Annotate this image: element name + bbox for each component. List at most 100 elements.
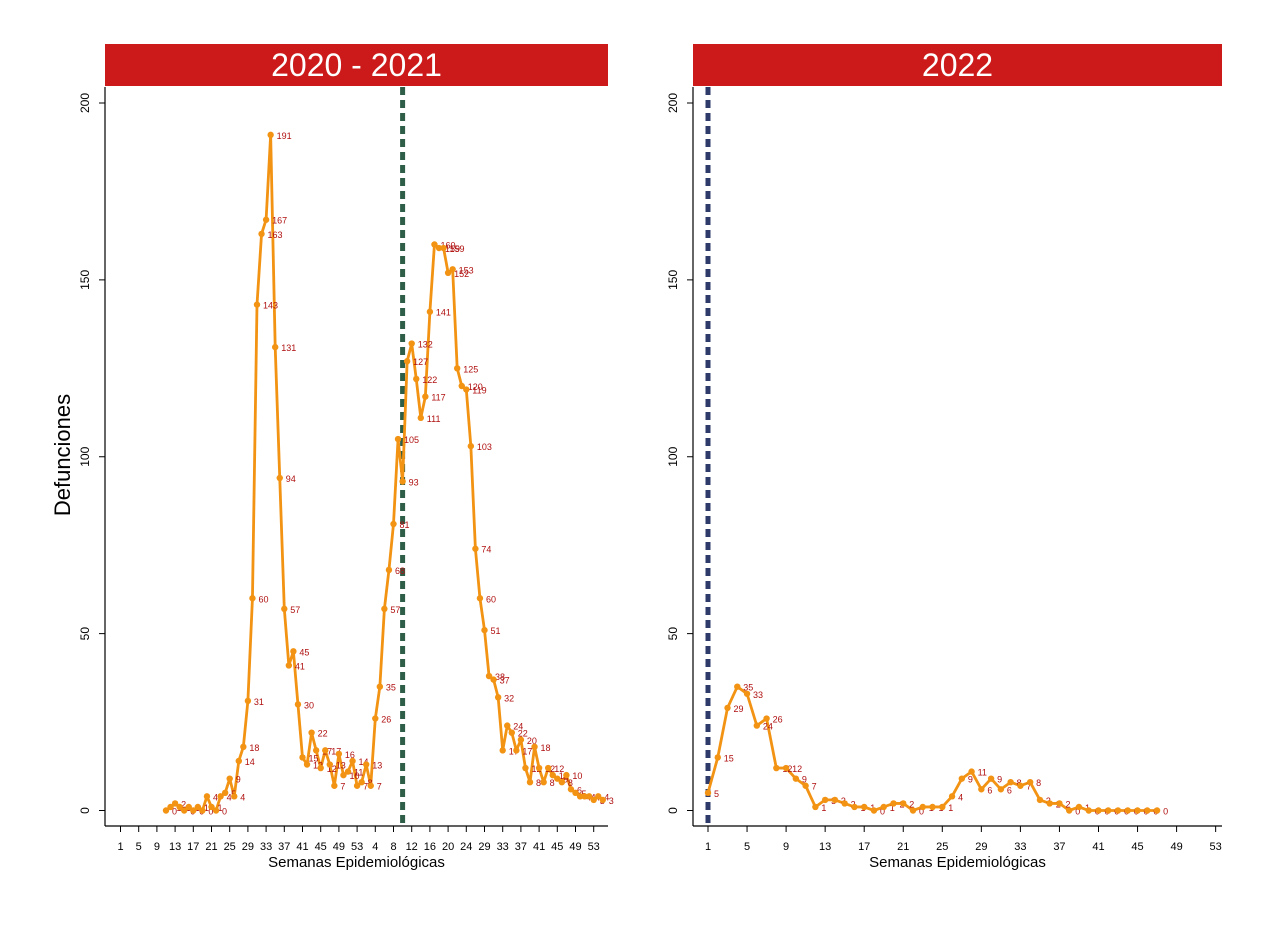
data-label: 159 (450, 244, 465, 254)
data-point (595, 793, 602, 800)
x-tick-label: 41 (1092, 841, 1104, 853)
x-tick-label: 53 (588, 841, 600, 853)
x-tick-label: 17 (858, 841, 870, 853)
data-label: 4 (240, 792, 245, 802)
data-label: 2 (181, 799, 186, 809)
data-label: 1 (890, 803, 895, 813)
data-point (167, 803, 174, 811)
data-label: 9 (997, 775, 1002, 785)
data-point (253, 301, 261, 308)
data-point (909, 807, 917, 814)
data-point (549, 771, 556, 779)
data-point (851, 803, 858, 811)
data-point (176, 803, 183, 811)
data-label: 167 (272, 216, 287, 226)
data-point (531, 743, 538, 751)
x-tick-label: 12 (406, 841, 418, 853)
data-point (978, 786, 985, 793)
data-point (572, 789, 579, 797)
data-point (1144, 807, 1151, 814)
x-tick-label: 24 (460, 841, 472, 853)
data-point (880, 803, 887, 811)
data-label: 0 (208, 807, 213, 817)
panel-header (693, 44, 1222, 86)
data-label: 32 (504, 693, 514, 703)
data-point (997, 786, 1005, 793)
data-point (1056, 800, 1063, 807)
x-tick-label: 53 (1210, 841, 1222, 853)
data-point (753, 722, 761, 729)
x-tick-label: 9 (783, 841, 789, 853)
data-label: 0 (1163, 807, 1168, 817)
data-label: 4 (213, 792, 218, 802)
data-label: 0 (880, 807, 885, 817)
data-point (431, 241, 438, 248)
x-tick-label: 29 (478, 841, 490, 853)
data-label: 9 (968, 775, 973, 785)
data-label: 14 (359, 757, 369, 767)
x-tick-label: 33 (497, 841, 509, 853)
series-line (165, 133, 604, 812)
data-point (435, 244, 443, 252)
data-label: 4 (227, 792, 232, 802)
data-point (929, 803, 936, 811)
data-point (508, 729, 515, 736)
data-label: 81 (400, 520, 410, 530)
data-point (1085, 807, 1092, 814)
x-tick-label: 21 (897, 841, 909, 853)
data-point (704, 789, 712, 797)
data-point (299, 754, 306, 761)
data-point (335, 750, 343, 758)
data-point (841, 800, 848, 807)
data-point (331, 782, 338, 789)
data-point (308, 729, 315, 736)
data-point (1075, 803, 1083, 811)
data-label: 153 (459, 265, 474, 275)
data-label: 8 (568, 778, 573, 788)
data-label: 152 (454, 269, 469, 279)
data-label: 163 (268, 230, 283, 240)
data-label: 2 (1065, 799, 1070, 809)
x-tick-label: 41 (533, 841, 545, 853)
x-tick-label: 5 (744, 841, 750, 853)
data-point (422, 393, 429, 400)
data-point (831, 796, 839, 804)
data-point (987, 775, 995, 782)
data-point (408, 340, 415, 347)
data-point (185, 803, 192, 811)
data-point (526, 779, 534, 786)
data-point (381, 605, 388, 613)
data-point (294, 701, 302, 708)
data-label: 7 (363, 782, 368, 792)
data-label: 41 (295, 661, 305, 671)
data-label: 7 (812, 782, 817, 792)
data-point (367, 782, 374, 789)
data-point (458, 382, 465, 390)
data-point (199, 807, 206, 814)
data-point (194, 803, 202, 811)
data-point (303, 761, 311, 768)
series-line (706, 685, 1158, 812)
data-point (372, 715, 379, 722)
data-point (1153, 807, 1161, 814)
panel-header (105, 44, 608, 86)
data-label: 4 (958, 792, 963, 802)
x-tick-label: 45 (551, 841, 563, 853)
data-label: 160 (440, 241, 455, 251)
x-tick-label: 37 (515, 841, 527, 853)
data-point (1105, 807, 1112, 814)
data-label: 0 (1075, 807, 1080, 817)
x-tick-label: 29 (975, 841, 987, 853)
x-axis-label: Semanas Epidemiológicas (869, 854, 1046, 871)
x-tick-label: 25 (224, 841, 236, 853)
y-axis-label: Defunciones (50, 394, 75, 516)
x-tick-label: 33 (1014, 841, 1026, 853)
data-label: 127 (413, 357, 428, 367)
data-label: 15 (309, 753, 319, 763)
data-label: 22 (318, 729, 328, 739)
data-point (948, 793, 956, 800)
data-label: 13 (313, 761, 323, 771)
data-point (802, 782, 809, 789)
y-tick-label: 50 (78, 627, 92, 641)
